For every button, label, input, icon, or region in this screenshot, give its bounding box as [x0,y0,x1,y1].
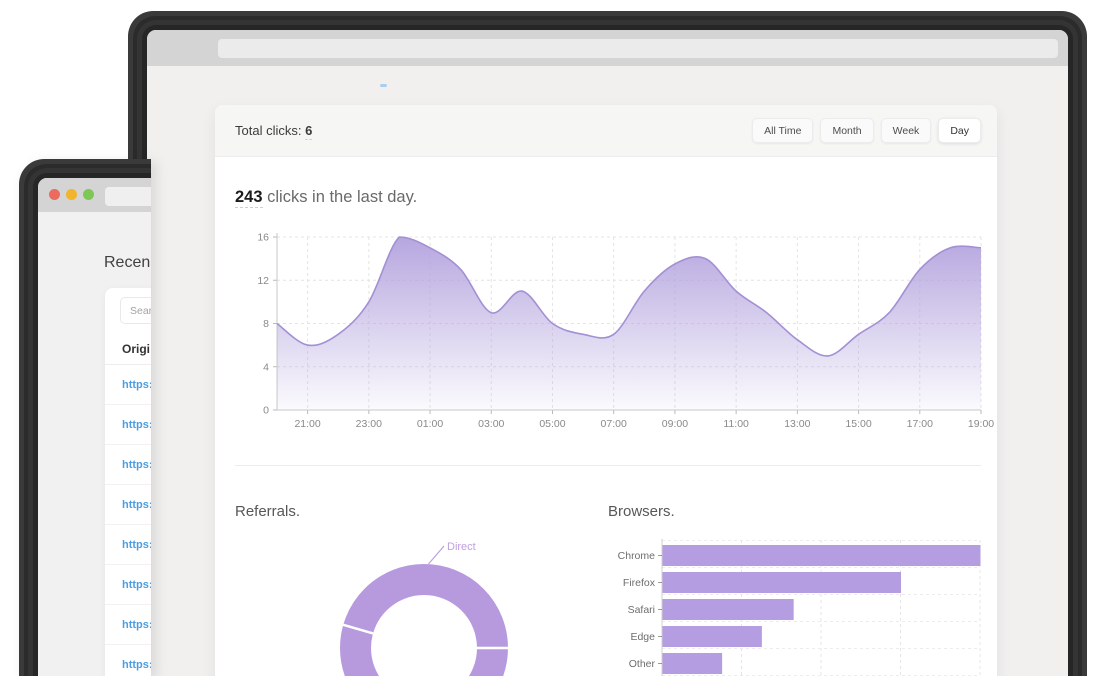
segment-divider [342,623,374,635]
filter-button-day[interactable]: Day [938,118,981,143]
x-axis-label: 05:00 [539,418,565,430]
analytics-card: Total clicks: 6 All Time Month Week Day 243… [215,105,997,676]
table-row: https: [105,605,151,645]
donut-ring [340,564,508,676]
referrals-section-title: Referrals. [235,503,301,520]
card-header: Total clicks: 6 All Time Month Week Day [215,105,997,157]
x-axis-label: 23:00 [356,418,382,430]
table-row: https: [105,485,151,525]
x-axis-label: 11:00 [723,418,749,430]
x-axis-label: 17:00 [907,418,933,430]
browser-frame: Total clicks: 6 All Time Month Week Day 243… [147,30,1068,676]
maximize-window-icon[interactable] [83,189,94,200]
x-axis-label: 07:00 [601,418,627,430]
area-series-fill [277,237,981,410]
area-series-line [276,236,982,357]
links-browser-window: Recen Origi https:https:https:https:http… [0,146,151,676]
time-range-filters: All Time Month Week Day [752,118,981,143]
page-title: 243 clicks in the last day. [235,188,418,208]
table-row: https: [105,565,151,605]
bar-safari [662,599,794,620]
x-axis-label: 09:00 [662,418,688,430]
category-label: Other [629,658,656,670]
table-row: https: [105,365,151,405]
category-label: Chrome [618,550,656,562]
close-window-icon[interactable] [49,189,60,200]
table-row: https: [105,525,151,565]
original-url-link[interactable]: https: [122,498,151,511]
category-label: Firefox [623,577,656,589]
y-axis-label: 0 [263,405,269,417]
x-axis-label: 15:00 [845,418,871,430]
bar-edge [662,626,762,647]
segment-label: Direct [447,541,476,553]
table-row: https: [105,645,151,676]
original-url-link[interactable]: https: [122,618,151,631]
x-axis-label: 19:00 [968,418,994,430]
y-axis-label: 12 [257,275,269,287]
category-label: Safari [628,604,655,616]
browsers-section-title: Browsers. [608,503,675,520]
x-axis-label: 21:00 [294,418,320,430]
recent-links-title: Recen [104,254,151,271]
browser-frame: Recen Origi https:https:https:https:http… [38,178,151,676]
category-label: Edge [630,631,655,643]
original-url-link[interactable]: https: [122,458,151,471]
filter-button-week[interactable]: Week [880,118,932,143]
y-axis-label: 8 [263,318,269,330]
original-url-link[interactable]: https: [122,578,151,591]
referrals-donut-chart: Direct [340,541,508,676]
clicks-area-chart: 0 4 8 12 16 21:00 23:00 01:00 03:00 05:00 07:00 09:… [257,232,994,431]
bar-chrome [662,545,981,566]
x-axis-label: 13:00 [784,418,810,430]
x-axis-label: 01:00 [417,418,443,430]
table-row: https: [105,445,151,485]
links-table-body: https: https: https: https: https: https: http… [105,365,151,676]
address-bar[interactable] [218,39,1058,58]
filter-button-all-time[interactable]: All Time [752,118,814,143]
section-divider [235,465,981,466]
search-input[interactable] [120,297,151,324]
browsers-bar-chart: Chrome Firefox Safari Edge Other [618,539,981,676]
clicks-count: 243 [235,188,263,208]
links-table-card: Origi https:https:https:https:https:http… [105,288,151,676]
titlebar [147,30,1068,66]
original-url-link[interactable]: https: [122,538,151,551]
table-column-header: Origi [122,342,151,356]
original-url-link[interactable]: https: [122,418,151,431]
minimize-window-icon[interactable] [66,189,77,200]
address-bar[interactable] [105,187,151,206]
total-clicks-value: 6 [305,123,313,140]
bar-firefox [662,572,901,593]
table-header-divider [105,364,151,365]
y-axis-label: 16 [257,232,269,244]
total-clicks: Total clicks: 6 [235,123,313,140]
original-url-link[interactable]: https: [122,658,151,671]
filter-button-month[interactable]: Month [820,118,874,143]
segment-label-line [427,545,445,565]
titlebar [38,178,151,212]
table-row: https: [105,405,151,445]
loading-indicator [380,84,387,87]
x-axis-label: 03:00 [478,418,504,430]
bar-other [662,653,723,674]
y-axis-label: 4 [263,361,269,373]
original-url-link[interactable]: https: [122,378,151,391]
total-clicks-label: Total clicks: [235,123,302,138]
clicks-count-caption: clicks in the last day. [262,188,418,206]
